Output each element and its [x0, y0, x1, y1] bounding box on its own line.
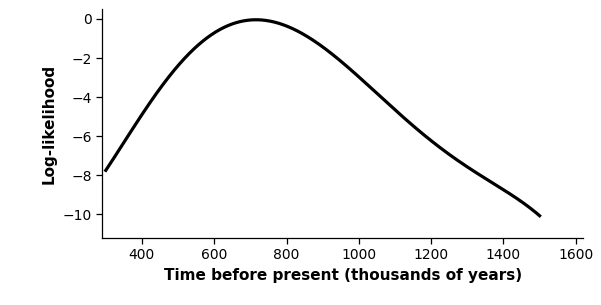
Y-axis label: Log-likelihood: Log-likelihood	[42, 63, 57, 184]
X-axis label: Time before present (thousands of years): Time before present (thousands of years)	[163, 268, 522, 283]
